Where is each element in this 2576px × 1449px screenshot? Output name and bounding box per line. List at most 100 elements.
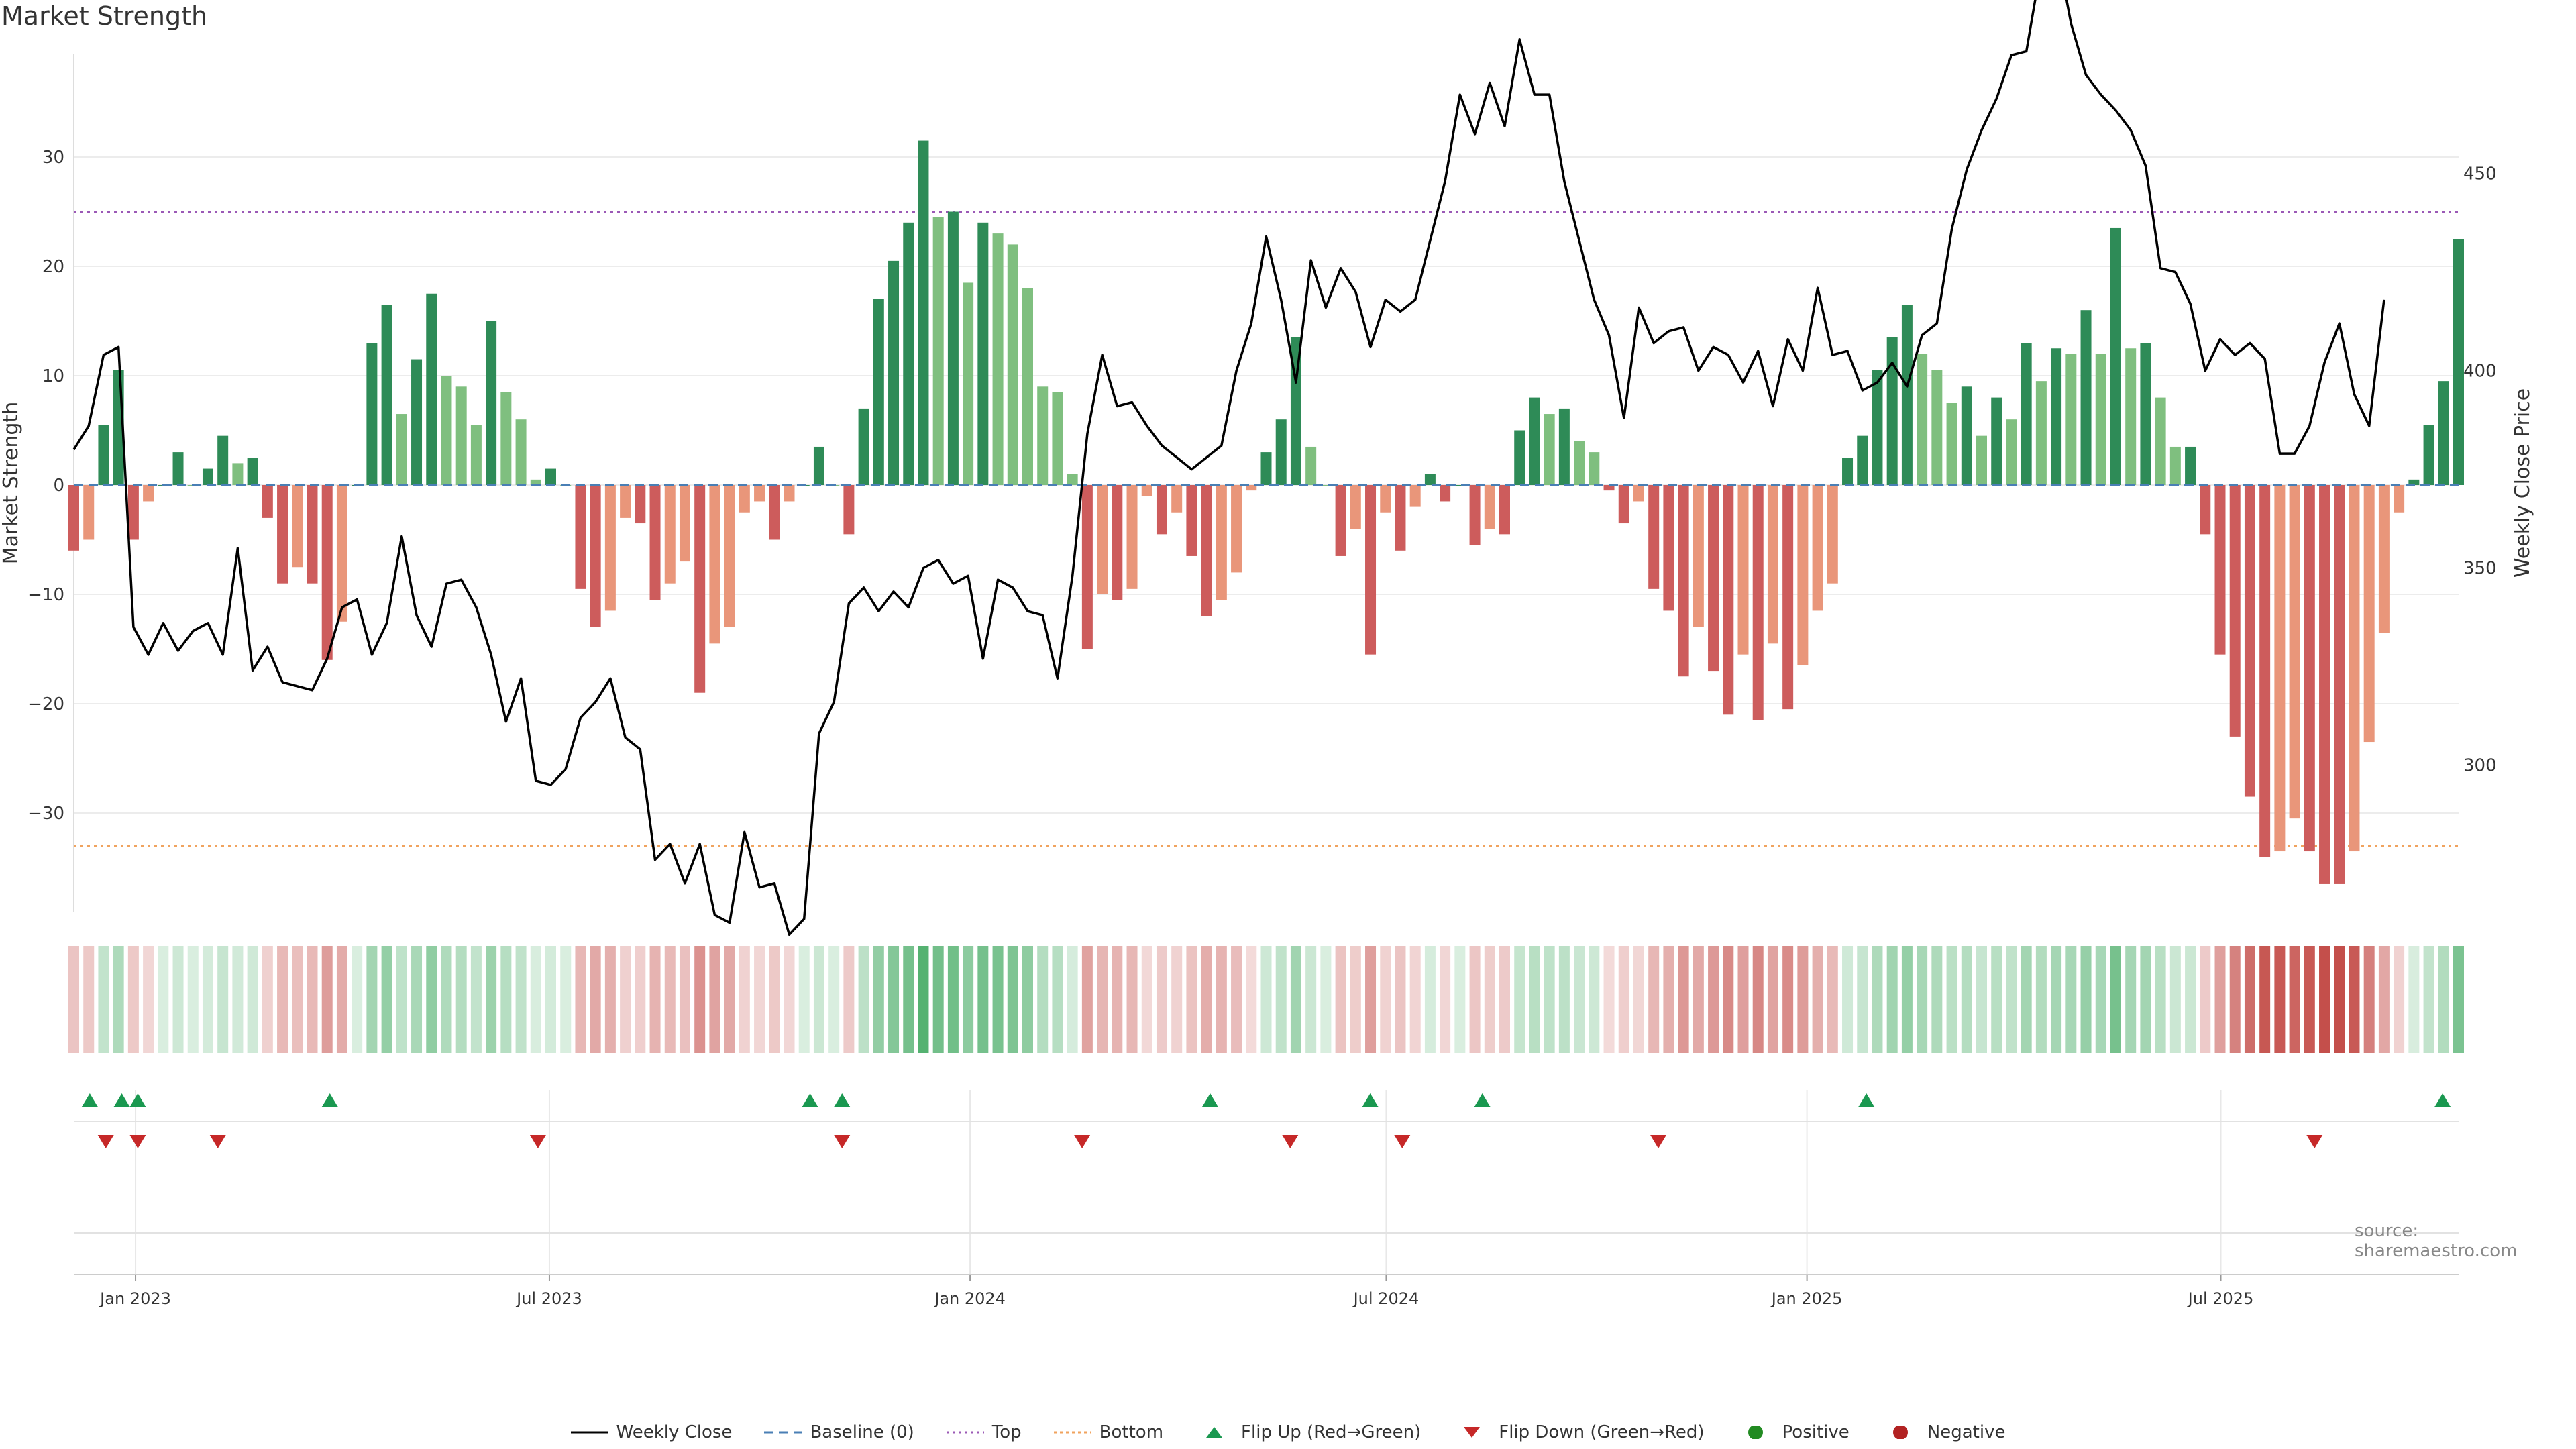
strength-bar (1589, 452, 1600, 485)
heat-cell (1663, 946, 1674, 1053)
heat-cell (545, 946, 556, 1053)
strength-bar (1633, 485, 1644, 502)
heat-cell (1872, 946, 1883, 1053)
strength-bar (2244, 485, 2255, 797)
y-tick-label-right: 300 (2463, 755, 2497, 775)
heat-cell (1708, 946, 1719, 1053)
heat-cell (963, 946, 974, 1053)
strength-bar (381, 305, 392, 485)
strength-heat-strip (68, 946, 2464, 1053)
heat-cell (68, 946, 79, 1053)
heat-cell (381, 946, 392, 1053)
heat-cell (2274, 946, 2286, 1053)
strength-bar (292, 485, 303, 568)
strength-bar (2349, 485, 2360, 852)
strength-bar (1812, 485, 1823, 611)
y-tick-label-left: −30 (28, 804, 64, 824)
heat-cell (1260, 946, 1272, 1053)
flip-down-marker (2306, 1135, 2323, 1148)
strength-bar (336, 485, 347, 622)
heat-cell (98, 946, 109, 1053)
legend-label: Flip Up (Red→Green) (1241, 1422, 1421, 1442)
heat-cell (2214, 946, 2226, 1053)
flip-down-marker (129, 1135, 146, 1148)
y-axis-label-right: Weekly Close Price (2511, 388, 2534, 578)
strength-bar (1842, 458, 1854, 485)
heat-cell (2319, 946, 2330, 1053)
heat-cell (843, 946, 855, 1053)
heat-cell (754, 946, 765, 1053)
strength-bar (1558, 408, 1570, 485)
strength-bar (754, 485, 765, 502)
flip-down-marker (1394, 1135, 1411, 1148)
heat-cell (486, 946, 497, 1053)
strength-bar (2006, 419, 2017, 485)
heat-cell (1350, 946, 1361, 1053)
heat-cell (277, 946, 288, 1053)
heat-cell (2140, 946, 2151, 1053)
y-axis-label-left: Market Strength (0, 402, 23, 564)
heat-cell (2349, 946, 2360, 1053)
strength-bar (1022, 288, 1033, 485)
strength-bar (1260, 452, 1272, 485)
flip-up-marker (1858, 1093, 1875, 1107)
strength-bar (1231, 485, 1242, 573)
strength-bar (2110, 227, 2121, 485)
heat-cell (2289, 946, 2300, 1053)
flip-up-marker (113, 1093, 130, 1107)
strength-bar (2453, 239, 2464, 485)
heat-cell (1678, 946, 1689, 1053)
heat-cell (1529, 946, 1540, 1053)
flip-down-marker (1074, 1135, 1091, 1148)
y-tick-label-left: 30 (42, 148, 64, 168)
strength-bar (470, 425, 482, 485)
heat-cell (1842, 946, 1854, 1053)
strength-bar (1097, 485, 1108, 594)
heat-cell (1618, 946, 1629, 1053)
heat-cell (307, 946, 318, 1053)
strength-bar (1305, 446, 1317, 485)
heat-cell (2185, 946, 2196, 1053)
strength-bar (2304, 485, 2315, 852)
heat-cell (724, 946, 735, 1053)
strength-bar (1901, 305, 1913, 485)
heat-cell (2363, 946, 2375, 1053)
strength-bar (709, 485, 720, 644)
heat-cell (1469, 946, 1481, 1053)
heat-cell (1424, 946, 1436, 1053)
strength-bar (1529, 397, 1540, 485)
strength-bar (649, 485, 661, 600)
heat-cell (620, 946, 631, 1053)
legend-swatch-dot-negative-icon (1892, 1426, 1908, 1439)
strength-bar (1052, 392, 1063, 485)
heat-cell (947, 946, 959, 1053)
heat-cell (590, 946, 601, 1053)
heat-cell (172, 946, 184, 1053)
heat-cell (2080, 946, 2092, 1053)
strength-bar (1395, 485, 1406, 551)
y-tick-label-right: 450 (2463, 164, 2497, 184)
strength-bar (679, 485, 690, 562)
heat-cell (1081, 946, 1093, 1053)
strength-bar (1141, 485, 1152, 496)
strength-bar (1335, 485, 1346, 556)
legend-label: Baseline (0) (810, 1422, 914, 1442)
heat-cell (1171, 946, 1183, 1053)
heat-cell (2229, 946, 2241, 1053)
strength-bar (217, 435, 229, 485)
heat-cell (1320, 946, 1332, 1053)
strength-bar (2363, 485, 2375, 743)
strength-bar (1454, 485, 1466, 486)
heat-cell (1440, 946, 1451, 1053)
heat-cell (1931, 946, 1943, 1053)
flip-down-marker (1650, 1135, 1667, 1148)
strength-bar (1708, 485, 1719, 672)
heat-cell (873, 946, 884, 1053)
heat-cell (1976, 946, 1987, 1053)
legend-item: Positive (1737, 1422, 1849, 1442)
flip-up-marker (1362, 1093, 1379, 1107)
strength-bar (411, 359, 423, 485)
strength-bar (321, 485, 333, 660)
heat-cell (1648, 946, 1660, 1053)
strength-bar (604, 485, 616, 611)
